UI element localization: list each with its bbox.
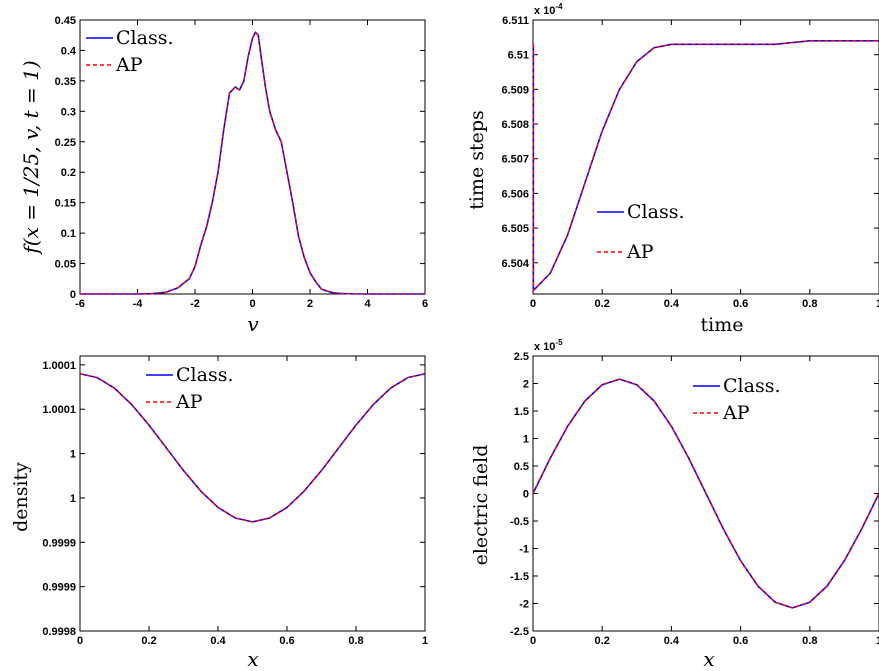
x-tick-label: 0.8 [348, 635, 363, 647]
y-tick-label: 0.1 [61, 228, 76, 240]
series-line-ap [80, 31, 425, 295]
x-axis-label: x [247, 647, 258, 671]
x-tick-label: -2 [190, 298, 200, 310]
x-tick-label: 0.8 [802, 298, 817, 310]
chart-panel-4: 0 0.2 0.4 0.6 0.8 1 -2.5 -2 -1.5 -1 -0.5 0 0.5 1 1.5 2 2… [470, 338, 879, 671]
y-tick-label: 0.3 [61, 106, 76, 118]
x-tick-label: 0 [77, 635, 83, 647]
x-tick-label: 0.4 [664, 298, 680, 310]
y-tick-label: 1.5 [514, 406, 529, 418]
y-tick-label: 6.511 [502, 15, 529, 27]
x-tick-label: 1 [422, 635, 428, 647]
y-axis-label: time steps [466, 110, 488, 210]
y-axis-label: electric field [470, 445, 492, 566]
y-axis-label: density [10, 462, 32, 532]
y-tick-label: 0.35 [55, 76, 76, 88]
y-tick-label: 2 [523, 379, 529, 391]
x-axis-label: v [247, 312, 259, 336]
x-axis-label: time [701, 314, 744, 336]
legend-label: Class. [116, 27, 173, 49]
plot-frame [79, 355, 426, 632]
y-tick-label: 0.45 [55, 15, 76, 27]
x-tick-label: 0.6 [733, 298, 748, 310]
legend-label: AP [115, 54, 143, 76]
x-tick-label: -4 [133, 298, 144, 310]
axis-exponent-label: x 10-4 [534, 2, 563, 17]
x-tick-label: 0.4 [210, 635, 226, 647]
y-tick-label: -0.5 [510, 516, 529, 528]
y-tick-label: 6.507 [501, 154, 529, 166]
x-tick-label: 0.6 [279, 635, 294, 647]
x-tick-label: 0.8 [802, 635, 817, 647]
y-tick-label: 6.508 [501, 119, 529, 131]
chart-panel-2: 0 0.2 0.4 0.6 0.8 1 6.504 6.505 6.506 6.507 6.508 6… [466, 2, 879, 336]
x-tick-label: 0.2 [595, 298, 610, 310]
legend-label: AP [175, 391, 203, 413]
y-tick-label: 6.504 [501, 258, 529, 270]
legend-label: Class. [723, 375, 780, 397]
x-tick-label: 0.6 [733, 635, 748, 647]
y-tick-label: 0.25 [55, 137, 76, 149]
x-tick-label: 0 [249, 298, 255, 310]
y-tick-label: 1 [70, 449, 76, 461]
x-tick-label: 0.2 [141, 635, 156, 647]
y-tick-label: -1 [519, 544, 529, 556]
y-tick-label: 0.9999 [42, 582, 76, 594]
x-tick-label: 2 [307, 298, 313, 310]
y-tick-label: 6.506 [501, 188, 529, 200]
y-tick-label: 6.51 [508, 50, 529, 62]
x-axis-label: x [703, 647, 714, 671]
chart-panel-3: 0 0.2 0.4 0.6 0.8 1 0.9998 0.9999 0.9999 1 1 1.0001… [10, 355, 428, 671]
x-tick-label: 6 [422, 298, 428, 310]
series-line-ap [79, 373, 426, 523]
x-tick-label: 4 [364, 298, 371, 310]
series-line-ap [532, 40, 879, 292]
y-tick-label: 1 [70, 493, 76, 505]
series-line-class [532, 40, 879, 292]
y-tick-label: 0.5 [514, 461, 529, 473]
legend-label: AP [722, 402, 750, 424]
y-tick-label: -2.5 [510, 626, 529, 638]
legend-label: Class. [176, 364, 233, 386]
y-tick-label: 0.15 [55, 198, 76, 210]
legend-label: AP [626, 241, 654, 263]
legend-label: Class. [627, 201, 684, 223]
y-tick-label: 1.0001 [42, 360, 76, 372]
y-tick-label: 0.4 [61, 45, 77, 57]
series-line-class [79, 372, 426, 523]
x-tick-label: 0 [530, 298, 536, 310]
y-tick-label: 0.05 [55, 259, 76, 271]
y-tick-label: 0.2 [61, 167, 76, 179]
y-tick-label: 0 [523, 489, 529, 501]
x-tick-label: -6 [75, 298, 85, 310]
series-line-ap [532, 378, 879, 609]
y-tick-label: 2.5 [514, 351, 529, 363]
y-tick-label: 1.0001 [42, 404, 76, 416]
y-tick-label: -1.5 [510, 571, 529, 583]
y-tick-label: 6.505 [501, 223, 529, 235]
axis-exponent-label: x 10-5 [534, 338, 563, 353]
y-tick-label: 6.509 [501, 84, 529, 96]
y-tick-label: 1 [523, 434, 529, 446]
y-tick-label: 0.9999 [42, 537, 76, 549]
x-tick-label: 0 [530, 635, 536, 647]
x-tick-label: 1 [876, 635, 879, 647]
y-tick-label: 0 [70, 289, 76, 301]
y-tick-label: 0.9998 [42, 626, 76, 638]
chart-panel-1: -6 -4 -2 0 2 4 6 0 0.05 0.1 0.15 0.2 0.25 0.3 0.35 0.4 0… [19, 15, 428, 336]
x-tick-label: 0.2 [595, 635, 610, 647]
x-tick-label: 1 [876, 298, 879, 310]
y-axis-label: f(x = 1/25, v, t = 1) [19, 60, 43, 255]
x-tick-label: 0.4 [664, 635, 680, 647]
plot-frame [532, 19, 879, 295]
y-tick-label: -2 [519, 599, 529, 611]
